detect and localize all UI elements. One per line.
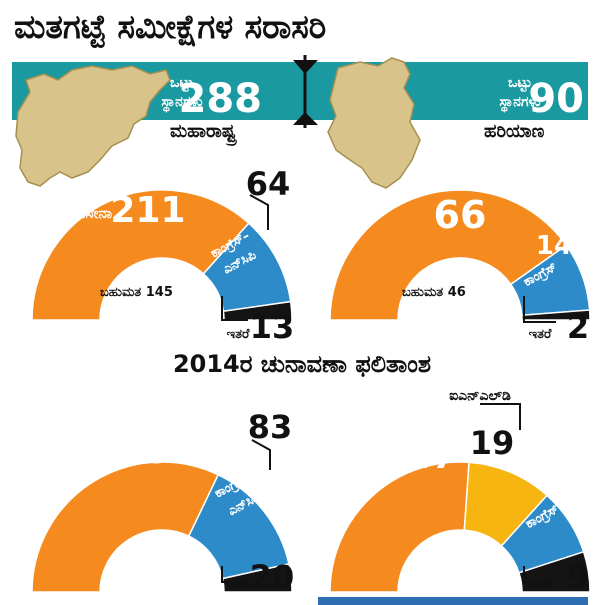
slice-value-hr-exitpoll-1: 14 (536, 231, 572, 261)
slice-label-mh-exitpoll-0: ಬಿಜೆಪಿ– ಶಿವಸೇನಾ (68, 184, 112, 222)
maharashtra-seats-box: ಒಟ್ಟು ಸ್ಥಾನಗಳು 288 (161, 75, 262, 122)
hr-majority-label: ಬಹುಮತ 46 (402, 285, 466, 300)
slice-value-hr-2014-3: 9 (567, 558, 589, 596)
slice-value-hr-2014-1: 19 (470, 424, 515, 462)
slice-value-mh-2014-2: 20 (250, 558, 295, 596)
slice-value-hr-2014-2: 15 (530, 457, 566, 487)
leader-line-mh-2014-1 (251, 439, 271, 470)
slice-mh-2014-0 (31, 461, 220, 593)
slice-label-hr-2014-3: ಇತರೆ (529, 577, 552, 592)
divider-notch-top (293, 60, 318, 74)
haryana-seats-box: ಒಟ್ಟು ಸ್ಥಾನಗಳು 90 (499, 75, 584, 122)
slice-mh-exitpoll-0 (31, 189, 250, 321)
slice-label-hr-2014-0: ಬಿಜೆಪಿ (357, 454, 388, 472)
mh-seats-label-line1: ಒಟ್ಟು (170, 75, 194, 92)
hr-state-name: ಹರಿಯಾಣ (484, 121, 545, 142)
leader-line-hr-2014-3 (523, 566, 556, 583)
slice-value-hr-exitpoll-0: 66 (434, 193, 487, 237)
haryana-map-icon (327, 57, 421, 189)
leader-line-hr-2014-1 (480, 403, 521, 430)
hr-seats-value: 90 (528, 76, 584, 122)
slice-value-mh-2014-1: 83 (248, 408, 293, 446)
slice-hr-exitpoll-2 (521, 309, 591, 321)
slice-label-mh-exitpoll-2: ಇತರೆ (227, 327, 250, 342)
slice-value-mh-exitpoll-0: 211 (110, 190, 185, 231)
slice-hr-2014-0 (329, 461, 470, 593)
slice-value-hr-2014-0: 47 (408, 437, 455, 477)
slice-label-hr-2014-1: ಐಎನ್‌ಎಲ್‌ಡಿ (449, 388, 511, 404)
slice-value-hr-exitpoll-2: 2 (567, 308, 589, 346)
slice-label-mh-2014-0: ಬಿಜೆಪಿ– ಶಿವಸೇನಾ (74, 426, 118, 467)
mh-state-name: ಮಹಾರಾಷ್ಟ್ರ (170, 121, 237, 146)
mh-seats-label-line2: ಸ್ಥಾನಗಳು (161, 94, 203, 113)
slice-label-mh-2014-2: ಇತರೆ (227, 577, 250, 592)
leader-line-mh-2014-2 (221, 566, 248, 583)
slice-label-hr-exitpoll-2: ಇತರೆ (529, 327, 552, 342)
slice-label-hr-exitpoll-0: ಬಿಜೆಪಿ (423, 170, 454, 188)
divider-notch-bottom (293, 112, 318, 125)
section-subtitle-2014: 2014ರ ಚುನಾವಣಾ ಫಲಿತಾಂಶ (173, 350, 431, 378)
leader-line-mh-exitpoll-1 (249, 194, 269, 230)
mh-seats-value: 288 (179, 76, 263, 122)
maharashtra-map-icon (15, 65, 171, 187)
chart-mh-2014: ಬಿಜೆಪಿ– ಶಿವಸೇನಾ 185ಕಾಂಗ್ರೆಸ್–ಎನ್‌ಸಿಪಿ83ಇತರ… (31, 408, 295, 596)
page-title: ಮತಗಟ್ಟೆ ಸಮೀಕ್ಷೆಗಳ ಸರಾಸರಿ (14, 7, 326, 49)
slice-value-mh-exitpoll-2: 13 (250, 308, 295, 346)
hr-seats-label-line1: ಒಟ್ಟು (508, 75, 532, 92)
footer-strip (318, 597, 588, 605)
hr-seats-label-line2: ಸ್ಥಾನಗಳು (499, 94, 541, 113)
slice-value-mh-2014-0: 185 (118, 431, 193, 472)
mh-majority-label: ಬಹುಮತ 145 (100, 285, 173, 300)
slice-value-mh-exitpoll-1: 64 (246, 165, 291, 203)
slice-hr-exitpoll-0 (329, 189, 568, 321)
leader-line-mh-exitpoll-2 (221, 296, 248, 321)
chart-mh-exitpoll: ಬಿಜೆಪಿ– ಶಿವಸೇನಾ211ಕಾಂಗ್ರೆಸ್–ಎನ್‌ಸಿಪಿ64ಇತರ… (31, 165, 295, 346)
leader-line-hr-exitpoll-2 (523, 296, 556, 323)
